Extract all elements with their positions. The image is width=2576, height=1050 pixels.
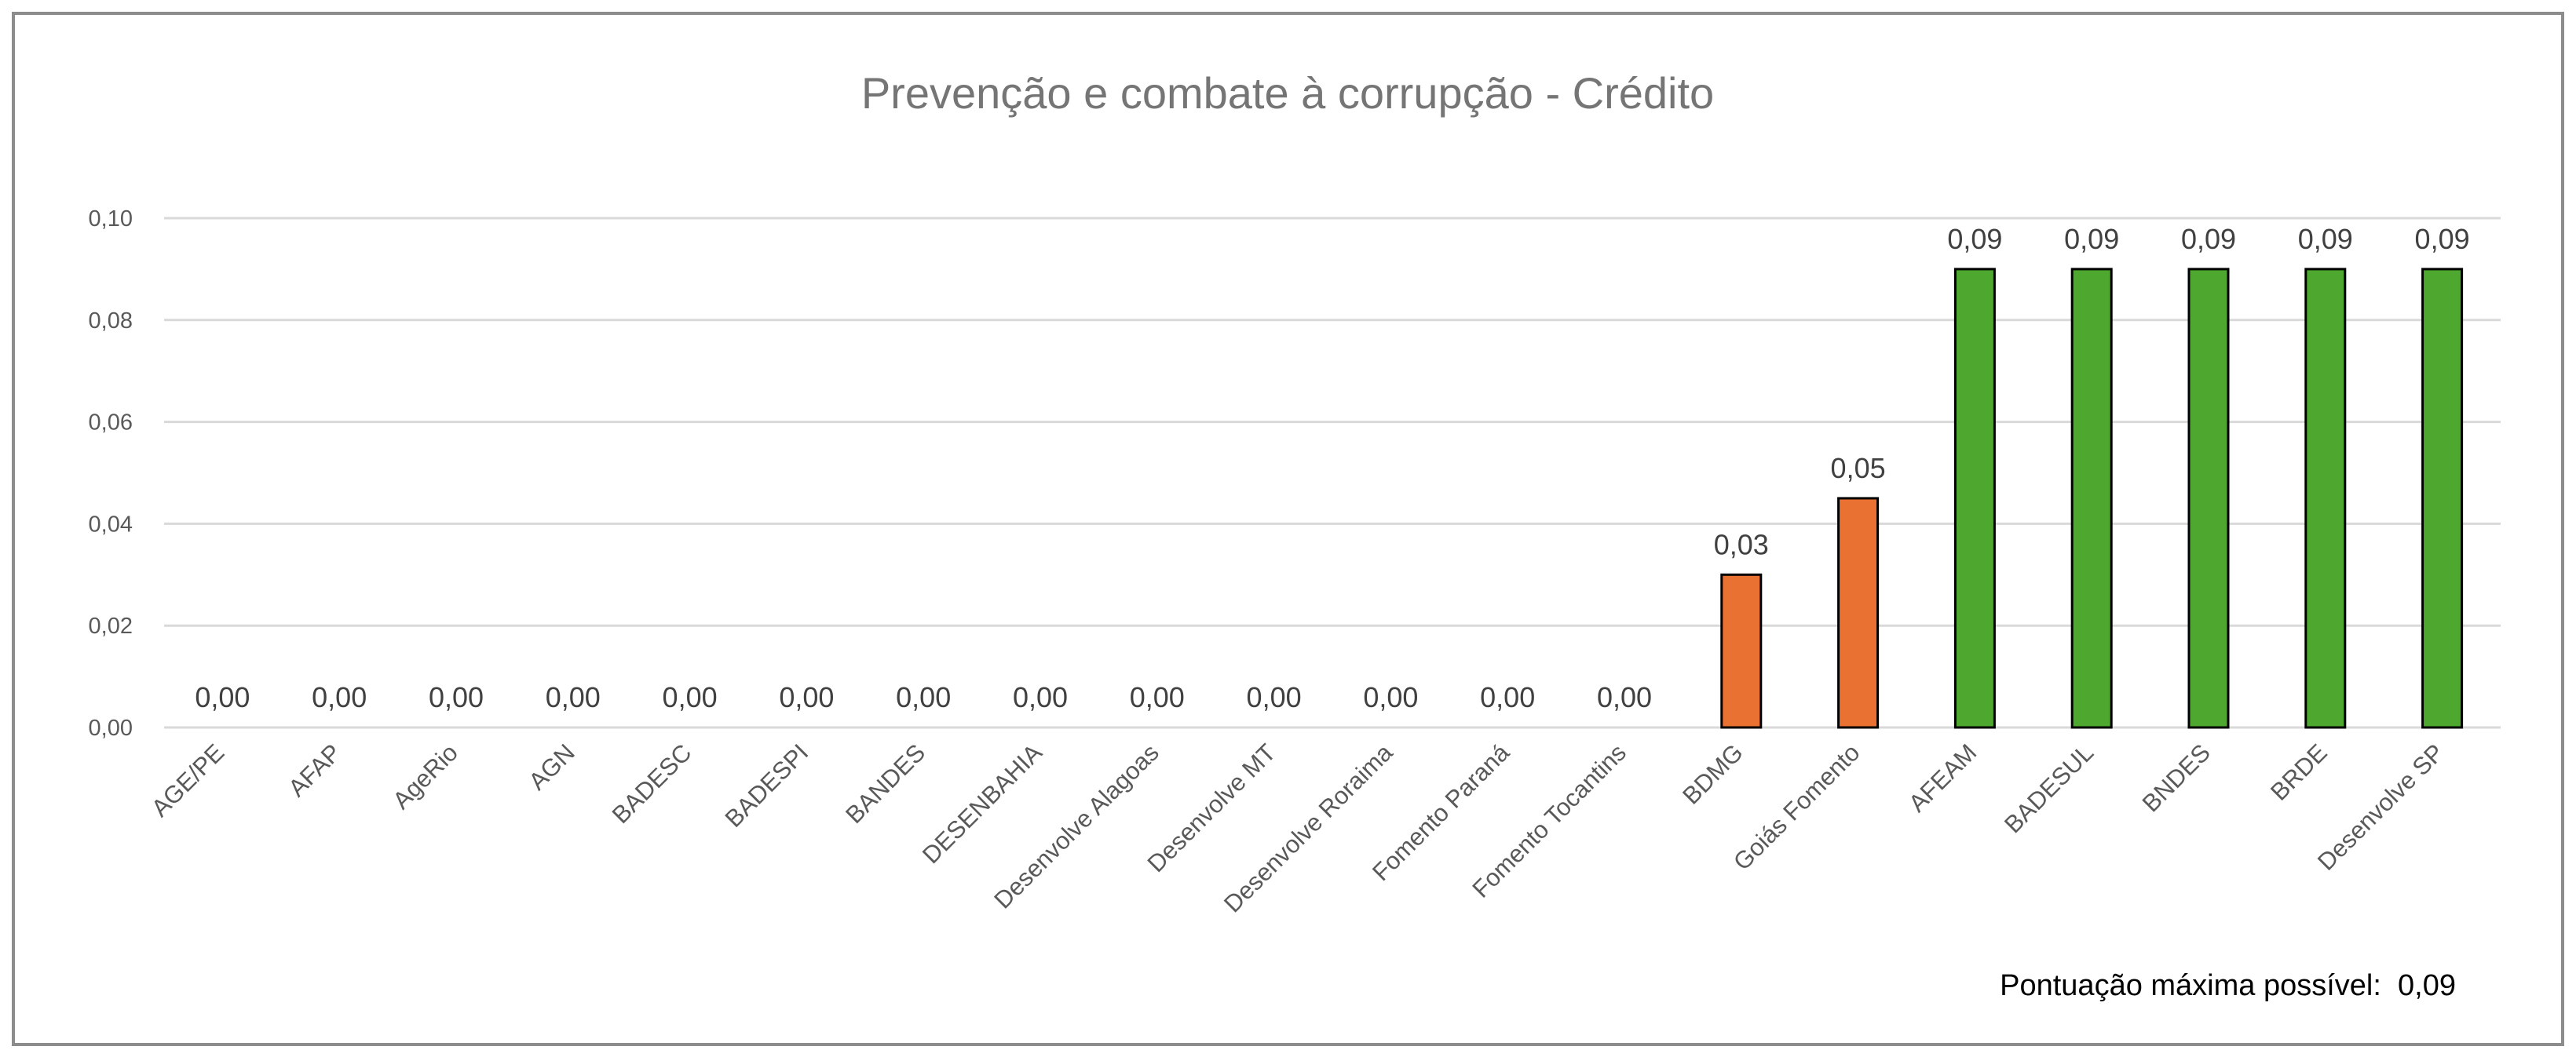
y-tick-label: 0,10 xyxy=(89,206,133,232)
chart-title: Prevenção e combate à corrupção - Crédit… xyxy=(861,68,1714,118)
data-label: 0,00 xyxy=(195,681,250,713)
y-tick-label: 0,00 xyxy=(89,716,133,741)
y-tick-label: 0,08 xyxy=(89,308,133,334)
data-label: 0,09 xyxy=(2064,223,2119,255)
bar xyxy=(2421,268,2464,729)
data-label: 0,05 xyxy=(1831,452,1886,484)
data-label: 0,00 xyxy=(546,681,601,713)
data-label: 0,00 xyxy=(779,681,834,713)
data-label: 0,09 xyxy=(2415,223,2470,255)
bar xyxy=(2187,268,2230,729)
data-label: 0,03 xyxy=(1714,528,1769,560)
y-tick-label: 0,02 xyxy=(89,614,133,639)
bar xyxy=(1720,573,1763,729)
data-label: 0,00 xyxy=(1480,681,1535,713)
data-label: 0,00 xyxy=(1247,681,1302,713)
data-label: 0,00 xyxy=(896,681,951,713)
data-label: 0,09 xyxy=(2181,223,2236,255)
data-label: 0,00 xyxy=(429,681,484,713)
data-label: 0,00 xyxy=(312,681,367,713)
bar xyxy=(1953,268,1996,729)
bar xyxy=(1837,497,1880,729)
data-label: 0,00 xyxy=(1597,681,1652,713)
data-label: 0,09 xyxy=(1947,223,2002,255)
data-label: 0,00 xyxy=(1130,681,1185,713)
max-score-annotation: Pontuação máxima possível: 0,09 xyxy=(2000,969,2456,1002)
y-tick-label: 0,06 xyxy=(89,410,133,436)
bar xyxy=(2070,268,2113,729)
y-tick-label: 0,04 xyxy=(89,512,133,537)
data-label: 0,00 xyxy=(663,681,718,713)
data-label: 0,00 xyxy=(1013,681,1068,713)
data-label: 0,09 xyxy=(2298,223,2353,255)
bar xyxy=(2304,268,2347,729)
chart-border xyxy=(12,12,2564,1046)
data-label: 0,00 xyxy=(1363,681,1418,713)
